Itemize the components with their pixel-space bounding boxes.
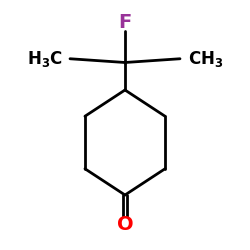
- Text: $\mathregular{H_3C}$: $\mathregular{H_3C}$: [27, 49, 63, 69]
- Text: O: O: [117, 216, 133, 234]
- Text: F: F: [118, 13, 132, 32]
- Text: $\mathregular{CH_3}$: $\mathregular{CH_3}$: [188, 49, 223, 69]
